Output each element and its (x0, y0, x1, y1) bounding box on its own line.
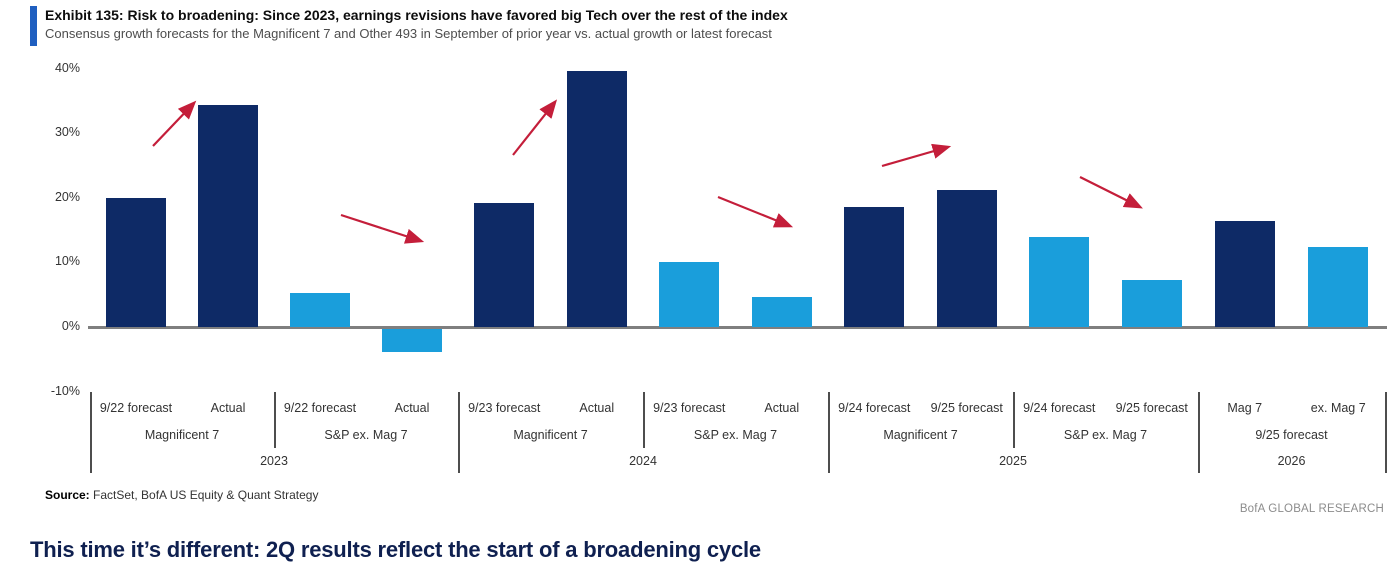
x-axis-bar-label: ex. Mag 7 (1310, 401, 1366, 415)
x-axis-subgroup-label: 9/25 forecast (1255, 428, 1328, 442)
x-axis-subgroup-label: S&P ex. Mag 7 (693, 428, 778, 442)
bar-mag-7 (1214, 221, 1275, 327)
x-axis-bar-label: Mag 7 (1227, 401, 1263, 415)
y-axis-tick-label: 10% (54, 254, 80, 269)
x-axis-year-label: 2026 (1277, 454, 1306, 468)
bar-9-24-forecast (1029, 237, 1090, 327)
x-axis-subgroup-label: S&P ex. Mag 7 (1063, 428, 1148, 442)
bar-actual (198, 105, 258, 327)
y-axis-tick-label: 20% (54, 189, 80, 204)
x-axis-subgroup-label: Magnificent 7 (883, 428, 958, 442)
bar-ex-mag-7 (1308, 246, 1369, 327)
y-axis-tick-label: -10% (50, 383, 80, 398)
trend-arrow-down (717, 195, 794, 228)
trend-arrow-up (512, 99, 558, 156)
x-axis-subgroup-label: Magnificent 7 (144, 428, 220, 442)
bar-9-25-forecast (1121, 280, 1182, 327)
bar-9-24-forecast (844, 207, 905, 327)
y-axis-tick-label: 0% (61, 319, 80, 333)
x-axis-year-label: 2023 (260, 454, 288, 468)
source-text: FactSet, BofA US Equity & Quant Strategy (89, 488, 319, 502)
axis-year-separator (828, 392, 830, 473)
axis-year-separator (458, 392, 460, 473)
trend-arrow-down (340, 213, 425, 244)
x-axis-baseline (88, 326, 1387, 329)
trend-arrow-up (152, 100, 197, 147)
y-axis-tick-label: 30% (54, 125, 80, 140)
y-axis-tick-label: 40% (54, 60, 80, 75)
x-axis-bar-label: Actual (210, 401, 246, 415)
trend-arrow-up (881, 143, 952, 168)
x-axis-bar-label: Actual (764, 401, 800, 415)
x-axis-bar-label: 9/24 forecast (1023, 401, 1096, 415)
bar-9-23-forecast (659, 262, 720, 327)
axis-year-separator (90, 392, 92, 473)
bar-9-25-forecast (936, 190, 997, 327)
trend-arrow-down (1079, 176, 1143, 209)
axis-subgroup-separator (643, 392, 645, 448)
x-axis-bar-label: 9/23 forecast (468, 401, 541, 415)
source-note: Source: FactSet, BofA US Equity & Quant … (45, 488, 318, 502)
axis-subgroup-separator (274, 392, 276, 448)
exhibit-accent-bar (30, 6, 37, 46)
bar-actual (751, 296, 812, 327)
x-axis-bar-label: 9/25 forecast (1115, 401, 1188, 415)
x-axis-bar-label: 9/25 forecast (930, 401, 1003, 415)
bofa-global-research-label: BofA GLOBAL RESEARCH (1239, 503, 1384, 515)
bar-9-22-forecast (290, 292, 350, 327)
bar-actual (382, 328, 442, 352)
exhibit-subtitle: Consensus growth forecasts for the Magni… (45, 26, 772, 41)
x-axis-bar-label: 9/24 forecast (838, 401, 911, 415)
x-axis-subgroup-label: S&P ex. Mag 7 (324, 428, 408, 442)
bar-9-22-forecast (106, 197, 166, 327)
bar-actual (566, 71, 627, 327)
section-headline: This time it’s different: 2Q results ref… (30, 537, 761, 562)
x-axis-bar-label: 9/23 forecast (653, 401, 726, 415)
x-axis-bar-label: Actual (579, 401, 615, 415)
bar-9-23-forecast (474, 202, 535, 327)
x-axis-subgroup-label: Magnificent 7 (513, 428, 588, 442)
axis-year-separator (1385, 392, 1387, 473)
axis-year-separator (1198, 392, 1200, 473)
exhibit-title: Exhibit 135: Risk to broadening: Since 2… (45, 7, 788, 23)
axis-subgroup-separator (1013, 392, 1015, 448)
x-axis-bar-label: 9/22 forecast (99, 401, 173, 415)
source-label: Source: (45, 488, 90, 502)
x-axis-year-label: 2024 (629, 454, 657, 468)
x-axis-bar-label: Actual (394, 401, 430, 415)
x-axis-year-label: 2025 (999, 454, 1027, 468)
x-axis-bar-label: 9/22 forecast (283, 401, 357, 415)
